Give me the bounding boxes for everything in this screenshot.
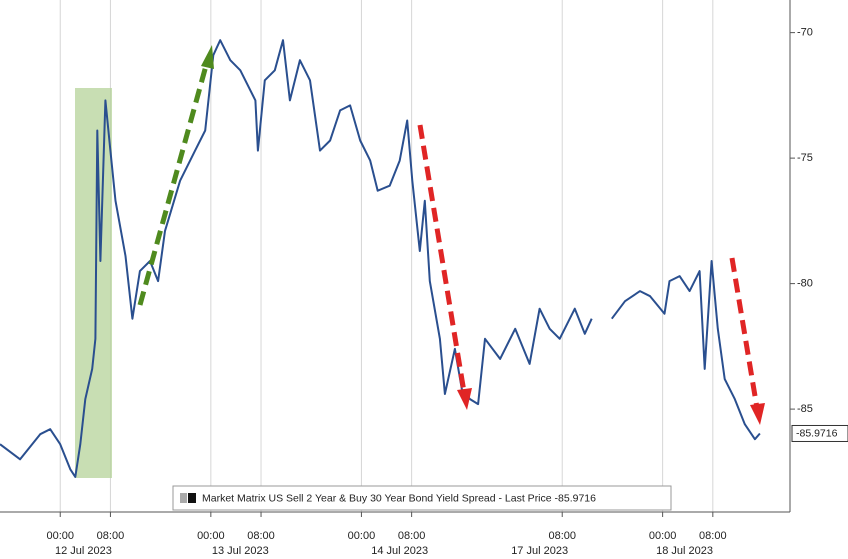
legend-box <box>172 485 672 511</box>
x-tick-label: 00:00 <box>46 530 74 542</box>
y-tick-label: -75 <box>797 152 813 164</box>
x-tick-label: 00:00 <box>348 530 376 542</box>
x-tick-label: 00:00 <box>649 530 677 542</box>
y-tick-label: -85 <box>797 403 813 415</box>
y-tick-label: -70 <box>797 27 813 39</box>
arrow-head <box>750 403 765 425</box>
arrow-head <box>457 388 472 410</box>
legend-swatch <box>180 493 187 503</box>
x-tick-label: 08:00 <box>97 530 125 542</box>
arrow-down <box>417 124 467 393</box>
last-price-box <box>791 424 848 442</box>
arrow-up <box>137 61 210 306</box>
legend-label: Market Matrix US Sell 2 Year & Buy 30 Ye… <box>202 492 596 504</box>
x-tick-label: 08:00 <box>548 530 576 542</box>
x-tick-label: 00:00 <box>197 530 225 542</box>
legend-swatch <box>188 493 196 503</box>
date-label: 17 Jul 2023 <box>511 545 568 557</box>
date-label: 13 Jul 2023 <box>212 545 269 557</box>
legend: Market Matrix US Sell 2 Year & Buy 30 Ye… <box>172 485 672 511</box>
series-line <box>0 39 761 478</box>
x-tick-label: 08:00 <box>398 530 426 542</box>
highlight-region <box>75 88 112 478</box>
date-label: 12 Jul 2023 <box>55 545 112 557</box>
last-price-label: -85.9716 <box>796 427 838 439</box>
arrow-down <box>729 257 760 409</box>
trend-arrows <box>137 45 765 425</box>
x-tick-label: 08:00 <box>247 530 275 542</box>
plot-area <box>0 39 761 478</box>
last-price-tag: -85.9716 <box>791 424 848 442</box>
date-label: 14 Jul 2023 <box>371 545 428 557</box>
x-tick-label: 08:00 <box>699 530 727 542</box>
date-label: 18 Jul 2023 <box>656 545 713 557</box>
y-tick-label: -80 <box>797 278 813 290</box>
arrow-head <box>201 45 214 69</box>
